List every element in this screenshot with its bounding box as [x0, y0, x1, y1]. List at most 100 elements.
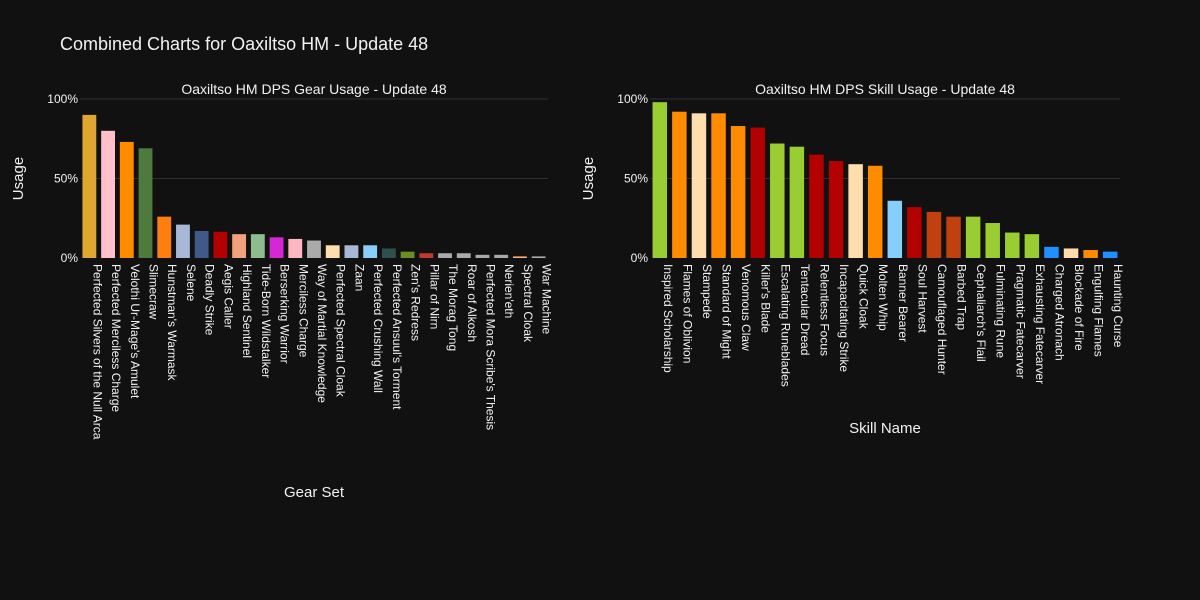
gear-category-label: Selene [184, 264, 198, 302]
gear-category-label: Perfected Ansuul's Torment [390, 264, 404, 410]
skill-category-label: Exhausting Fatecarver [1033, 264, 1047, 384]
skill-category-label: Soul Harvest [915, 264, 929, 333]
skill-bar [907, 207, 922, 258]
skill-y-axis-label: Usage [580, 157, 597, 200]
skill-bar [926, 211, 942, 258]
skill-category-label: Pragmatic Fatecarver [1013, 264, 1027, 379]
skill-category-label: Escalating Runeblades [778, 264, 792, 387]
gear-bar [101, 130, 115, 258]
skill-category-label: Engulfing Flames [1092, 264, 1106, 357]
page-title: Combined Charts for Oaxiltso HM - Update… [60, 34, 428, 54]
gear-category-label: Perfected Merciless Charge [109, 264, 123, 412]
gear-bar [456, 253, 471, 258]
gear-bar [344, 245, 359, 258]
gear-bar [494, 254, 509, 258]
gear-category-label: Spectral Cloak [521, 264, 535, 343]
skill-category-label: Incapacitating Strike [837, 264, 851, 372]
skill-category-label: Venomous Claw [739, 264, 753, 351]
gear-category-label: Perfected Crushing Wall [371, 264, 385, 393]
gear-bar [363, 245, 378, 258]
skill-bar [1063, 248, 1079, 258]
gear-category-label: The Morag Tong [446, 264, 460, 351]
gear-bar [157, 216, 172, 258]
skill-bar [652, 102, 668, 259]
skill-category-label: Fulminating Rune [994, 264, 1008, 358]
skill-bar [750, 127, 765, 259]
skill-bars: Inspired Scholarship Flames of Oblivion St… [652, 102, 1125, 387]
gear-category-label: Slimecraw [147, 264, 161, 320]
gear-category-label: Perfected Spectral Cloak [334, 264, 348, 398]
gear-bar [269, 237, 284, 258]
gear-category-label: Highland Sentinel [240, 264, 254, 358]
skill-bar [730, 126, 746, 258]
skill-bar [965, 216, 981, 258]
skill-bar [1005, 232, 1020, 258]
gear-category-label: Velothi Ur-Mage's Amulet [128, 264, 142, 399]
gear-category-label: Roar of Alkosh [465, 264, 479, 342]
skill-y-tick-100: 100% [617, 92, 648, 106]
gear-bar [213, 231, 228, 258]
skill-category-label: Cephaliarch's Flail [974, 264, 988, 362]
skill-y-tick-50: 50% [624, 172, 648, 186]
gear-bar [138, 148, 153, 258]
gear-category-label: War Machine [540, 264, 554, 335]
skill-category-label: Charged Atronach [1052, 264, 1066, 361]
gear-y-tick-50: 50% [54, 172, 78, 186]
skill-bar [691, 113, 707, 258]
gear-category-label: Perfected Silvers of the Null Arca [90, 264, 104, 440]
gear-x-axis-label: Gear Set [284, 484, 345, 501]
skill-category-label: Relentless Focus [817, 264, 831, 356]
skill-bar [672, 111, 687, 258]
gear-category-label: Berserking Warrior [278, 264, 292, 364]
skill-bar [985, 223, 1000, 258]
gear-bar [475, 254, 490, 258]
skill-bar [1083, 250, 1098, 258]
skill-y-tick-0: 0% [631, 251, 649, 265]
skill-category-label: Flames of Oblivion [680, 264, 694, 363]
gear-bars: Perfected Silvers of the Null Arca Perfec… [82, 114, 554, 440]
skill-bar [867, 165, 883, 258]
gear-category-label: Perfected Mora Scribe's Thesis [483, 264, 497, 430]
gear-category-label: Zaan [352, 264, 366, 291]
gear-category-label: Aegis Caller [221, 264, 235, 329]
gear-y-tick-0: 0% [61, 251, 79, 265]
skill-category-label: Killer's Blade [759, 264, 773, 333]
gear-category-label: Hunstman's Warmask [165, 264, 179, 382]
skill-bar [848, 164, 863, 258]
skill-bar [828, 161, 844, 258]
skill-bar [711, 113, 726, 258]
gear-category-label: Tide-Born Wildstalker [259, 264, 273, 378]
skill-category-label: Camouflaged Hunter [935, 264, 949, 375]
gear-bar [381, 248, 396, 258]
skill-chart-title: Oaxiltso HM DPS Skill Usage - Update 48 [755, 81, 1015, 97]
gear-y-ticks: 0% 50% 100% [47, 92, 78, 265]
skill-y-ticks: 0% 50% 100% [617, 92, 648, 265]
gear-bar [419, 253, 434, 258]
gear-bar [531, 256, 546, 258]
gear-y-axis-label: Usage [10, 157, 27, 200]
gear-bar [438, 253, 452, 258]
gear-bar [194, 230, 209, 258]
gear-usage-chart: Oaxiltso HM DPS Gear Usage - Update 48 G… [10, 81, 554, 501]
skill-category-label: Stampede [700, 264, 714, 319]
skill-category-label: Standard of Might [720, 264, 734, 359]
skill-usage-chart: Oaxiltso HM DPS Skill Usage - Update 48 … [580, 81, 1125, 437]
gear-category-label: Deadly Strike [203, 264, 217, 336]
gear-bar [119, 141, 134, 258]
skill-bar [809, 154, 824, 258]
skill-x-axis-label: Skill Name [849, 420, 921, 437]
gear-category-label: Way of Martial Knowledge [315, 264, 329, 403]
gear-category-label: Nerien'eth [502, 264, 516, 318]
gear-category-label: Pillar of Nirn [427, 264, 441, 329]
skill-category-label: Banner Bearer [896, 264, 910, 342]
skill-bar [887, 200, 903, 258]
gear-y-tick-100: 100% [47, 92, 78, 106]
skill-bar [789, 146, 805, 258]
skill-category-label: Molten Whip [876, 264, 890, 331]
skill-bar [946, 216, 961, 258]
skill-bar [1102, 251, 1118, 258]
skill-category-label: Haunting Curse [1111, 264, 1125, 348]
skill-bar [770, 143, 785, 258]
